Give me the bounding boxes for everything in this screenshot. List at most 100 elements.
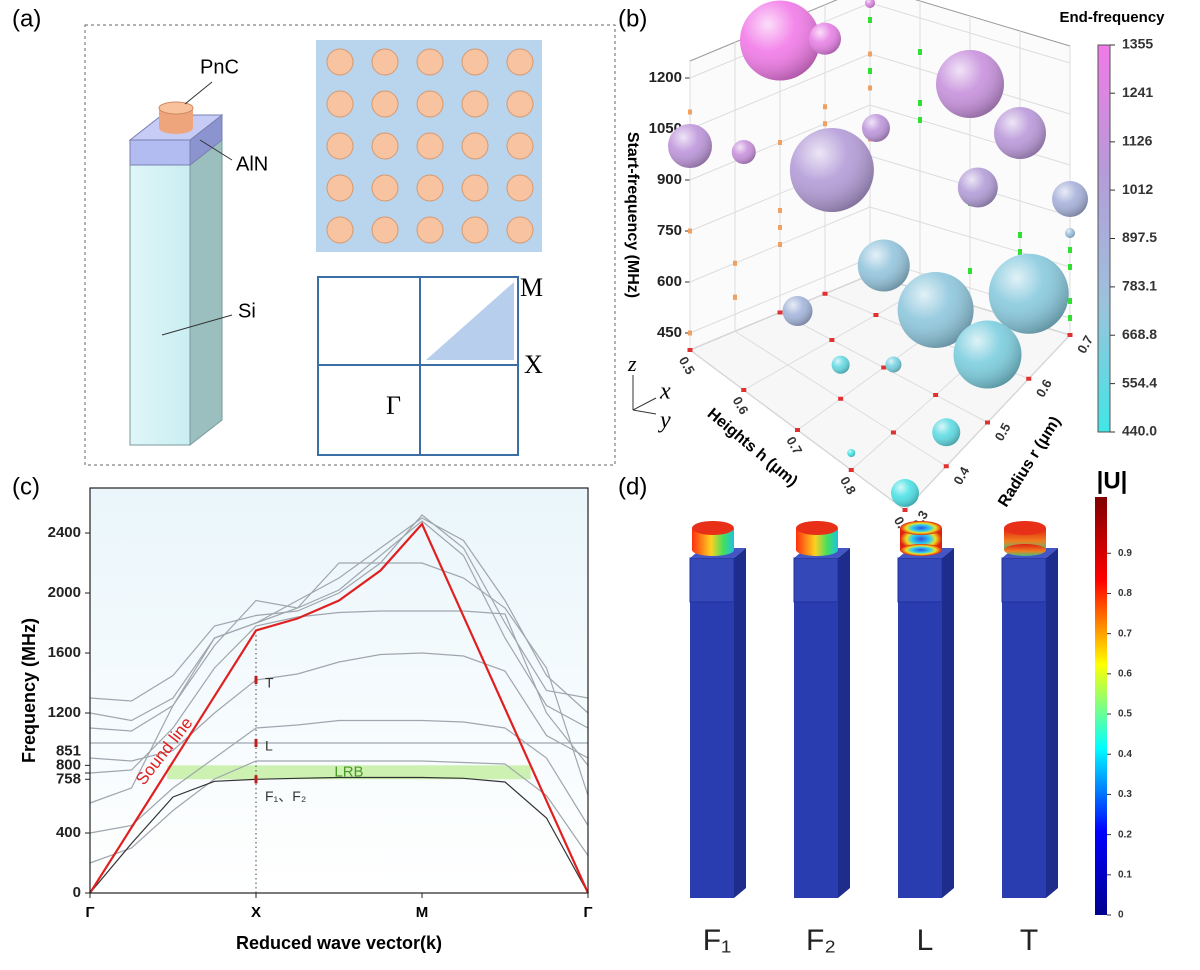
pnc-bottom bbox=[159, 122, 193, 134]
pillar-side bbox=[942, 548, 954, 898]
bubble-shading bbox=[857, 239, 910, 292]
bubble-shading bbox=[782, 296, 813, 326]
pillar-front bbox=[1002, 558, 1046, 898]
bubble-shading bbox=[789, 128, 874, 212]
pillar-top-block bbox=[793, 557, 839, 603]
mode-label: L bbox=[265, 738, 273, 754]
wall-shadow bbox=[868, 68, 872, 74]
y-tick-label: 400 bbox=[56, 824, 81, 841]
cap-bottom bbox=[692, 544, 734, 556]
lattice-hole bbox=[506, 216, 534, 244]
cap-bottom bbox=[900, 544, 942, 556]
wall-shadow bbox=[1068, 298, 1072, 304]
colorbar-tick-label: 668.8 bbox=[1122, 326, 1157, 342]
si-side bbox=[189, 138, 223, 447]
wall-shadow bbox=[1068, 247, 1072, 253]
plot-frame bbox=[89, 487, 589, 894]
band-line bbox=[89, 517, 589, 722]
wall-shadow bbox=[1018, 232, 1022, 238]
lattice-hole bbox=[416, 48, 444, 76]
z-tick-label: 900 bbox=[657, 171, 682, 188]
mode-shape-label: F₂ bbox=[806, 924, 836, 957]
lattice-hole bbox=[326, 216, 354, 244]
colorbar-title: End-frequency bbox=[1059, 9, 1165, 26]
lattice-hole bbox=[506, 90, 534, 118]
x-tick-label: 0.7 bbox=[783, 434, 805, 457]
colorbar-tick-label: 0.2 bbox=[1118, 829, 1132, 840]
mode-label: F₁、F₂ bbox=[265, 788, 306, 804]
x-tick-label: 0.6 bbox=[730, 394, 752, 417]
indicator-label: z bbox=[627, 351, 637, 376]
wall-shadow bbox=[688, 228, 692, 234]
wall-shadow bbox=[918, 117, 922, 123]
z-tick-label: 600 bbox=[657, 273, 682, 290]
y-tick-label: 851 bbox=[56, 742, 81, 759]
wall-shadow bbox=[968, 268, 972, 274]
band-label: LRB bbox=[334, 763, 363, 780]
colorbar-tick-label: 0.7 bbox=[1118, 628, 1132, 639]
band-line bbox=[89, 514, 589, 702]
floor-shadow bbox=[1026, 376, 1032, 381]
mode-shape-label: T bbox=[1020, 924, 1038, 957]
wall-shadow bbox=[918, 49, 922, 55]
mode-marker bbox=[254, 676, 258, 684]
wall-shadow bbox=[868, 51, 872, 57]
bubble-shading bbox=[891, 479, 919, 507]
wall-shadow bbox=[778, 208, 782, 213]
floor-shadow bbox=[838, 396, 844, 401]
wall-shadow bbox=[1068, 315, 1072, 321]
floor-shadow bbox=[943, 464, 949, 469]
leader-line bbox=[184, 81, 213, 105]
bubble-shading bbox=[988, 253, 1069, 334]
wall-shadow bbox=[868, 17, 872, 23]
colorbar-tick-label: 0.4 bbox=[1118, 749, 1132, 760]
lattice-hole bbox=[326, 174, 354, 202]
bubble-shading bbox=[1065, 228, 1075, 238]
x-tick-label: Γ bbox=[85, 904, 94, 921]
lattice-hole bbox=[371, 90, 399, 118]
floor-shadow bbox=[890, 430, 896, 435]
lattice-hole bbox=[326, 132, 354, 160]
leader-line bbox=[199, 139, 233, 161]
floor-shadow bbox=[741, 388, 747, 392]
wall-shadow bbox=[688, 330, 692, 336]
colorbar-title: |U| bbox=[1097, 467, 1128, 494]
floor-shadow bbox=[902, 508, 908, 512]
z-axis-title: Start-frequency (MHz) bbox=[624, 132, 641, 298]
z-tick-label: 1200 bbox=[649, 69, 682, 86]
indicator-label: x bbox=[659, 379, 671, 405]
bubble-shading bbox=[932, 418, 961, 447]
bubble-shading bbox=[897, 272, 974, 348]
y-tick-label: 2000 bbox=[48, 584, 81, 601]
bubble-shading bbox=[994, 107, 1046, 159]
y-tick-label: 758 bbox=[56, 770, 81, 787]
wall-shadow bbox=[688, 109, 692, 115]
pillar-front bbox=[898, 558, 942, 898]
band-line bbox=[89, 520, 589, 732]
y-tick-label: 1200 bbox=[48, 704, 81, 721]
wall-shadow bbox=[823, 104, 827, 110]
wall-shadow bbox=[868, 85, 872, 91]
z-tick-label: 750 bbox=[657, 222, 682, 239]
y-tick-label: 800 bbox=[56, 756, 81, 773]
lattice-hole bbox=[461, 216, 489, 244]
lattice-hole bbox=[416, 174, 444, 202]
mode-label: T bbox=[265, 675, 274, 691]
cap-top bbox=[692, 521, 734, 535]
mode-marker bbox=[254, 739, 258, 747]
label-m: M bbox=[520, 273, 543, 302]
x-tick-label: Γ bbox=[583, 904, 592, 921]
label-gamma: Γ bbox=[386, 391, 401, 420]
floor-shadow bbox=[881, 365, 887, 370]
floor-shadow bbox=[777, 310, 783, 315]
y-tick-label: 0 bbox=[73, 884, 81, 901]
bubble-shading bbox=[831, 355, 850, 374]
cap-top bbox=[796, 521, 838, 535]
lattice-hole bbox=[371, 48, 399, 76]
colorbar-tick-label: 783.1 bbox=[1122, 278, 1157, 294]
mode-shape-label: L bbox=[917, 924, 934, 957]
y-axis-title: Frequency (MHz) bbox=[19, 618, 39, 763]
wall-shadow bbox=[823, 121, 827, 127]
pillar-front bbox=[794, 558, 838, 898]
